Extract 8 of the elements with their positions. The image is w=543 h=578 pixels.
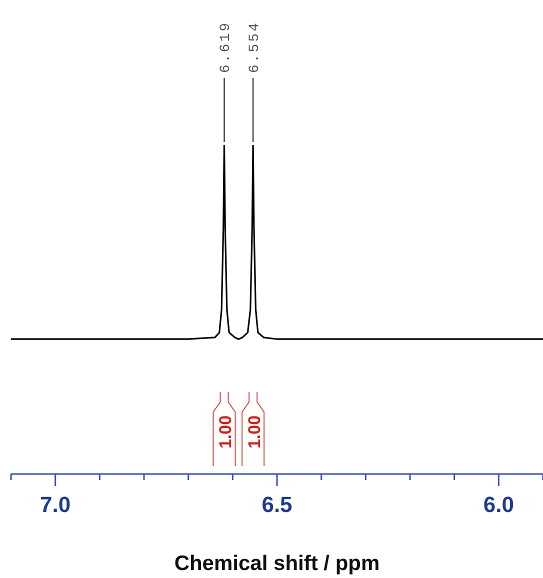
- annotation: 1.00: [245, 415, 264, 449]
- x-tick-label: 7.0: [40, 492, 71, 517]
- annotation: 1.00: [216, 415, 236, 449]
- x-tick-label: 6.0: [483, 492, 514, 517]
- annotation: 6.554: [247, 20, 264, 73]
- annotation: 6.619: [218, 20, 234, 73]
- x-tick-label: 6.5: [262, 492, 292, 517]
- x-axis-title: Chemical shift / ppm: [174, 552, 380, 575]
